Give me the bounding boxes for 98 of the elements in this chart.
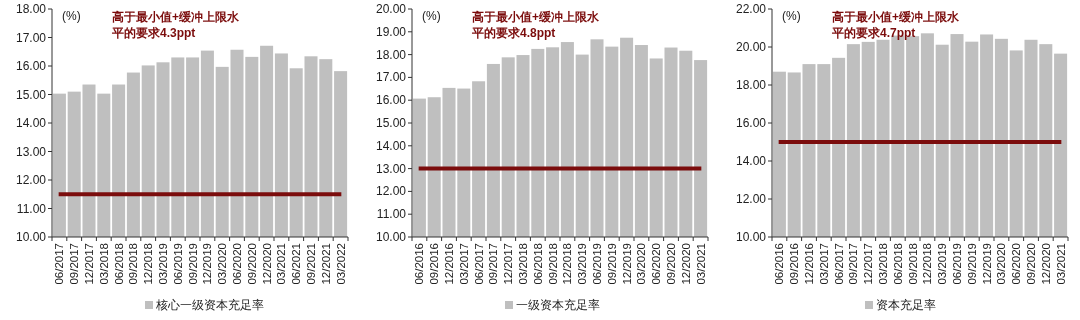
- legend: 核心一级资本充足率: [145, 299, 264, 311]
- x-tick-label: 12/2018: [142, 243, 155, 285]
- x-tick-label: 09/2018: [906, 243, 919, 285]
- x-tick-label: 06/2016: [773, 243, 786, 285]
- x-tick-label: 06/2019: [171, 243, 184, 285]
- x-tick-label: 06/2017: [832, 243, 845, 285]
- legend-label: 一级资本充足率: [516, 298, 600, 311]
- x-tick-label: 03/2021: [694, 243, 707, 285]
- x-tick-label: 09/2018: [546, 243, 559, 285]
- annotation: 高于最小值+缓冲上限水平的要求4.8ppt: [471, 10, 601, 40]
- x-tick-label: 06/2016: [413, 243, 426, 285]
- x-tick-label: 03/2018: [97, 243, 110, 285]
- x-tick-label: 03/2019: [936, 243, 949, 285]
- y-tick-label: 11.00: [376, 207, 407, 222]
- x-tick-label: 09/2020: [1025, 243, 1037, 285]
- y-tick-label: 11.00: [16, 201, 47, 216]
- x-tick-label: 12/2019: [980, 243, 993, 285]
- y-tick-label: 14.00: [735, 154, 767, 168]
- y-tick-label: 12.00: [15, 173, 47, 187]
- x-tick-label: 06/2017: [53, 243, 66, 285]
- x-tick-label: 03/2020: [635, 243, 648, 285]
- x-tick-label: 06/2018: [112, 243, 125, 285]
- y-tick-label: 10.00: [735, 230, 767, 244]
- x-tick-label: 12/2020: [260, 243, 273, 285]
- y-tick-label: 14.00: [375, 138, 407, 153]
- x-tick-label: 09/2020: [665, 243, 677, 285]
- x-tick-label: 06/2018: [891, 243, 904, 285]
- y-tick-label: 20.00: [735, 40, 767, 54]
- y-tick-label: 10.00: [375, 230, 407, 244]
- y-tick-label: 18.00: [375, 47, 407, 62]
- x-tick-label: 06/2021: [290, 243, 303, 285]
- x-tick-label: 12/2017: [83, 243, 95, 285]
- y-tick-label: 13.00: [15, 144, 47, 159]
- x-tick-label: 12/2020: [1039, 243, 1052, 285]
- y-tick-label: 16.00: [375, 93, 407, 108]
- x-tick-label: 12/2019: [201, 243, 214, 285]
- x-tick-label: 09/2019: [186, 243, 199, 285]
- y-tick-label: 15.00: [375, 116, 407, 130]
- y-axis-title: (%): [782, 9, 801, 23]
- x-tick-label: 03/2021: [275, 243, 288, 285]
- x-tick-label: 03/2018: [517, 243, 529, 285]
- x-tick-label: 03/2019: [576, 243, 589, 285]
- x-tick-label: 06/2018: [531, 243, 544, 285]
- x-tick-label: 06/2019: [591, 243, 603, 285]
- x-tick-label: 12/2018: [921, 243, 934, 285]
- y-tick-label: 20.00: [375, 2, 407, 16]
- x-tick-label: 12/2016: [443, 243, 455, 285]
- x-tick-label: 06/2017: [472, 243, 485, 285]
- x-tick-label: 12/2020: [679, 243, 692, 285]
- x-tick-label: 09/2017: [68, 243, 81, 285]
- x-tick-label: 09/2018: [127, 243, 140, 285]
- y-axis-title: (%): [422, 9, 441, 23]
- y-tick-label: 19.00: [375, 24, 407, 39]
- x-tick-label: 06/2019: [951, 243, 963, 285]
- legend: 一级资本充足率: [505, 299, 600, 311]
- legend-label: 资本充足率: [876, 298, 936, 311]
- x-tick-label: 09/2016: [788, 243, 801, 285]
- y-tick-label: 16.00: [735, 116, 767, 130]
- x-tick-label: 09/2019: [965, 243, 978, 285]
- x-tick-label: 12/2017: [862, 243, 875, 285]
- y-tick-label: 13.00: [375, 161, 407, 176]
- x-tick-label: 09/2021: [305, 243, 317, 285]
- x-tick-label: 09/2016: [428, 243, 441, 285]
- annotation: 高于最小值+缓冲上限水平的要求4.3ppt: [111, 10, 241, 40]
- y-tick-label: 12.00: [375, 184, 407, 199]
- x-tick-label: 09/2019: [605, 243, 618, 285]
- x-tick-label: 12/2018: [561, 243, 574, 285]
- y-tick-label: 18.00: [15, 2, 47, 16]
- x-tick-label: 09/2020: [245, 243, 258, 285]
- y-tick-label: 12.00: [735, 192, 767, 206]
- x-tick-label: 12/2021: [319, 243, 332, 285]
- x-tick-label: 09/2017: [847, 243, 860, 285]
- x-tick-label: 03/2022: [334, 243, 347, 285]
- x-tick-label: 03/2021: [1054, 243, 1067, 285]
- y-tick-label: 22.00: [735, 2, 767, 16]
- x-tick-label: 03/2017: [817, 243, 830, 285]
- y-tick-label: 18.00: [735, 78, 767, 92]
- x-tick-label: 12/2017: [502, 243, 515, 285]
- y-axis-title: (%): [62, 9, 81, 23]
- x-tick-label: 12/2016: [803, 243, 815, 285]
- x-tick-label: 03/2020: [216, 243, 229, 285]
- x-tick-label: 03/2019: [157, 243, 169, 285]
- legend: 资本充足率: [865, 299, 936, 311]
- x-tick-label: 06/2020: [1010, 243, 1023, 285]
- y-tick-label: 15.00: [15, 87, 47, 102]
- y-tick-label: 14.00: [15, 116, 47, 130]
- annotation: 高于最小值+缓冲上限水平的要求4.7ppt: [831, 10, 961, 40]
- x-tick-label: 03/2017: [457, 243, 470, 285]
- y-tick-label: 16.00: [15, 59, 47, 73]
- x-tick-label: 09/2017: [487, 243, 500, 285]
- y-tick-label: 17.00: [375, 70, 407, 85]
- x-tick-label: 03/2020: [995, 243, 1008, 285]
- y-tick-label: 17.00: [15, 30, 47, 45]
- y-tick-label: 10.00: [15, 230, 47, 244]
- x-tick-label: 06/2020: [231, 243, 243, 285]
- x-tick-label: 03/2018: [877, 243, 889, 285]
- x-tick-label: 06/2020: [650, 243, 663, 285]
- x-tick-label: 12/2019: [620, 243, 633, 285]
